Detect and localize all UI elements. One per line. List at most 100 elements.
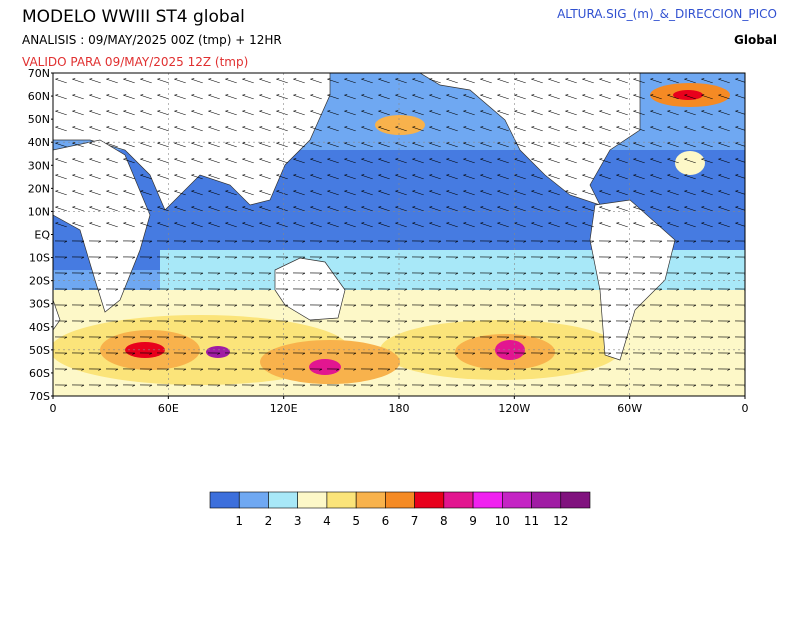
wave-arrow [360, 368, 374, 371]
wave-arrow [122, 368, 136, 371]
wave-arrow [327, 110, 339, 116]
wave-arrow [173, 320, 187, 323]
wave-arrow [599, 158, 611, 164]
wave-arrow [616, 78, 628, 84]
wave-arrow [327, 126, 339, 132]
wave-arrow [258, 320, 272, 323]
wave-arrow [701, 126, 713, 132]
wave-arrow [55, 110, 67, 116]
wave-arrow [190, 336, 204, 339]
wave-arrow [496, 320, 510, 323]
wave-arrow [632, 272, 646, 275]
wave-arrow [207, 368, 221, 371]
wave-arrow [531, 94, 543, 100]
wave-arrow [343, 304, 357, 307]
wave-arrow [445, 384, 459, 387]
wave-arrow [717, 304, 731, 307]
wave-arrow [700, 240, 714, 243]
wave-arrow [241, 336, 255, 339]
wave-arrow [479, 256, 493, 259]
wave-arrow [275, 384, 289, 387]
wave-arrow [428, 240, 442, 243]
wave-arrow [259, 206, 271, 212]
wave-arrow [394, 336, 408, 339]
wave-arrow [173, 352, 187, 355]
wave-arrow [343, 288, 357, 291]
wave-arrow [55, 158, 67, 164]
wave-arrow [224, 256, 238, 259]
colorbar-swatch [531, 491, 562, 509]
wave-arrow [683, 304, 697, 307]
wave-arrow [139, 352, 153, 355]
wave-arrow [275, 304, 289, 307]
wave-arrow [224, 384, 238, 387]
wave-arrow [258, 304, 272, 307]
wave-arrow [343, 352, 357, 355]
wave-arrow [224, 240, 238, 243]
wave-arrow [684, 206, 696, 212]
wave-arrow [72, 190, 84, 196]
wave-arrow [632, 240, 646, 243]
wave-arrow [480, 174, 492, 180]
wave-arrow [259, 190, 271, 196]
wave-arrow [293, 222, 305, 228]
wave-arrow [361, 78, 373, 84]
wave-arrow [463, 94, 475, 100]
wave-arrow [259, 142, 271, 148]
wave-arrow [667, 94, 679, 100]
wave-arrow [480, 78, 492, 84]
wave-arrow [411, 368, 425, 371]
wave-arrow [411, 336, 425, 339]
colorbar-label: 4 [323, 514, 331, 528]
wave-arrow [581, 320, 595, 323]
wave-arrow [275, 320, 289, 323]
wave-arrow [89, 190, 101, 196]
wave-arrow [615, 304, 629, 307]
wave-arrow [241, 240, 255, 243]
wave-arrow [513, 320, 527, 323]
wave-arrow [412, 126, 424, 132]
colorbar-label: 3 [294, 514, 302, 528]
wave-arrow [326, 336, 340, 339]
wave-arrow [463, 142, 475, 148]
wave-arrow [462, 240, 476, 243]
wave-arrow [497, 190, 509, 196]
wave-arrow [139, 384, 153, 387]
wave-arrow [378, 222, 390, 228]
wave-arrow [344, 126, 356, 132]
wave-arrow [684, 78, 696, 84]
wave-arrow [156, 240, 170, 243]
wave-arrow [598, 320, 612, 323]
wave-arrow [54, 368, 68, 371]
wave-arrow [480, 190, 492, 196]
wave-arrow [259, 174, 271, 180]
wave-arrow [378, 94, 390, 100]
wave-arrow [242, 190, 254, 196]
wave-arrow [649, 272, 663, 275]
wave-arrow [54, 336, 68, 339]
wave-arrow [429, 174, 441, 180]
wave-arrow [514, 78, 526, 84]
wave-arrow [258, 352, 272, 355]
wave-arrow [582, 142, 594, 148]
wave-arrow [259, 158, 271, 164]
wave-arrow [615, 256, 629, 259]
wave-arrow [106, 206, 118, 212]
wave-arrow [650, 78, 662, 84]
wave-arrow [191, 94, 203, 100]
wave-arrow [54, 384, 68, 387]
wave-arrow [565, 142, 577, 148]
wave-arrow [343, 384, 357, 387]
wave-arrow [446, 142, 458, 148]
wave-arrow [72, 126, 84, 132]
wave-arrow [530, 384, 544, 387]
wave-arrow [361, 158, 373, 164]
lon-label: 60E [158, 402, 179, 415]
wave-arrow [224, 336, 238, 339]
wave-arrow [632, 384, 646, 387]
wave-arrow [292, 352, 306, 355]
wave-arrow [292, 304, 306, 307]
wave-arrow [717, 288, 731, 291]
lat-label: EQ [34, 229, 50, 242]
wave-arrow [309, 336, 323, 339]
